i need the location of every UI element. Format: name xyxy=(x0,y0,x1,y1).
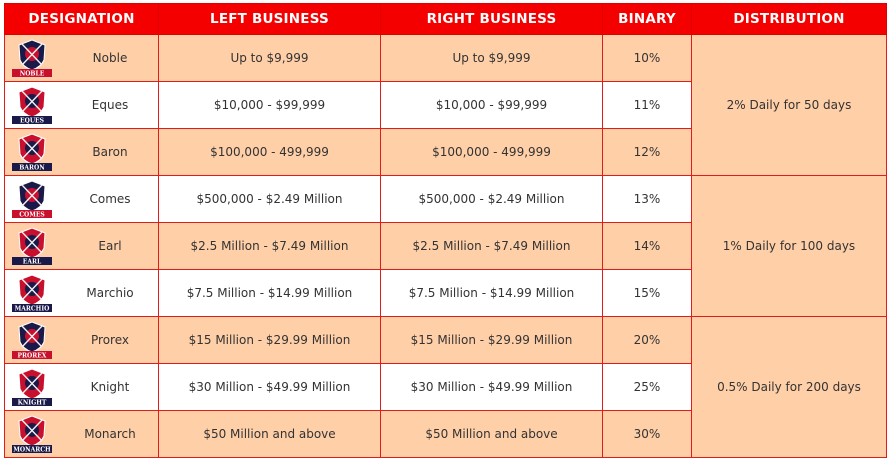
left-business-cell: $15 Million - $29.99 Million xyxy=(158,316,381,364)
left-business-cell: $10,000 - $99,999 xyxy=(158,81,381,129)
left-business-cell: Up to $9,999 xyxy=(158,34,381,82)
designation-name: Prorex xyxy=(91,333,129,347)
header-left-business: LEFT BUSINESS xyxy=(158,3,381,35)
earl-badge-icon: EARL xyxy=(11,226,53,266)
left-business-cell: $30 Million - $49.99 Million xyxy=(158,363,381,411)
distribution-cell: 0.5% Daily for 200 days xyxy=(691,316,887,458)
binary-cell: 14% xyxy=(602,222,692,270)
badge-ribbon-label: MARCHIO xyxy=(15,306,50,313)
header-binary: BINARY xyxy=(602,3,692,35)
header-designation: DESIGNATION xyxy=(4,3,159,35)
left-business-cell: $7.5 Million - $14.99 Million xyxy=(158,269,381,317)
designation-cell: MONARCH Monarch xyxy=(4,410,159,458)
badge-ribbon-label: EQUES xyxy=(20,118,44,125)
right-business-cell: Up to $9,999 xyxy=(380,34,603,82)
designation-cell: BARON Baron xyxy=(4,128,159,176)
designation-name: Earl xyxy=(98,239,122,253)
right-business-cell: $30 Million - $49.99 Million xyxy=(380,363,603,411)
table-row: NOBLE Noble Up to $9,999 Up to $9,999 10% 2% … xyxy=(4,34,887,176)
designation-name: Monarch xyxy=(84,427,136,441)
baron-badge-icon: BARON xyxy=(11,132,53,172)
badge-ribbon-label: MONARCH xyxy=(13,447,51,454)
designation-cell: MARCHIO Marchio xyxy=(4,269,159,317)
table-row: PROREX Prorex $15 Million - $29.99 Million… xyxy=(4,316,887,458)
distribution-cell: 1% Daily for 100 days xyxy=(691,175,887,317)
table-row: MONARCH Monarch $50 Million and above $50 M… xyxy=(4,410,887,458)
binary-cell: 30% xyxy=(602,410,692,458)
distribution-cell: 2% Daily for 50 days xyxy=(691,34,887,176)
left-business-cell: $50 Million and above xyxy=(158,410,381,458)
prorex-badge-icon: PROREX xyxy=(11,320,53,360)
table-row: EARL Earl $2.5 Million - $7.49 Million $2.5… xyxy=(4,222,887,270)
right-business-cell: $15 Million - $29.99 Million xyxy=(380,316,603,364)
comes-badge-icon: COMES xyxy=(11,179,53,219)
designation-cell: KNIGHT Knight xyxy=(4,363,159,411)
designation-name: Marchio xyxy=(86,286,134,300)
designation-name: Noble xyxy=(92,51,128,65)
table-row: MARCHIO Marchio $7.5 Million - $14.99 Mill… xyxy=(4,269,887,317)
left-business-cell: $2.5 Million - $7.49 Million xyxy=(158,222,381,270)
designation-cell: EQUES Eques xyxy=(4,81,159,129)
left-business-cell: $500,000 - $2.49 Million xyxy=(158,175,381,223)
binary-cell: 15% xyxy=(602,269,692,317)
header-right-business: RIGHT BUSINESS xyxy=(380,3,603,35)
table-row: BARON Baron $100,000 - 499,999 $100,000 - 4… xyxy=(4,128,887,176)
designation-cell: COMES Comes xyxy=(4,175,159,223)
monarch-badge-icon: MONARCH xyxy=(11,414,53,454)
badge-ribbon-label: COMES xyxy=(19,212,45,219)
designation-cell: NOBLE Noble xyxy=(4,34,159,82)
binary-cell: 11% xyxy=(602,81,692,129)
designation-name: Knight xyxy=(90,380,130,394)
table-row: EQUES Eques $10,000 - $99,999 $10,000 - $99… xyxy=(4,81,887,129)
badge-ribbon-label: BARON xyxy=(19,165,45,172)
binary-cell: 20% xyxy=(602,316,692,364)
right-business-cell: $10,000 - $99,999 xyxy=(380,81,603,129)
left-business-cell: $100,000 - 499,999 xyxy=(158,128,381,176)
badge-ribbon-label: PROREX xyxy=(18,353,47,360)
table-row: COMES Comes $500,000 - $2.49 Million $500,0… xyxy=(4,175,887,317)
right-business-cell: $500,000 - $2.49 Million xyxy=(380,175,603,223)
badge-ribbon-label: NOBLE xyxy=(20,71,45,78)
designation-name: Comes xyxy=(89,192,131,206)
knight-badge-icon: KNIGHT xyxy=(11,367,53,407)
designation-name: Eques xyxy=(91,98,129,112)
badge-ribbon-label: EARL xyxy=(23,259,42,266)
header-distribution: DISTRIBUTION xyxy=(691,3,887,35)
binary-cell: 13% xyxy=(602,175,692,223)
binary-cell: 12% xyxy=(602,128,692,176)
right-business-cell: $7.5 Million - $14.99 Million xyxy=(380,269,603,317)
right-business-cell: $100,000 - 499,999 xyxy=(380,128,603,176)
rank-table: DESIGNATION LEFT BUSINESS RIGHT BUSINESS… xyxy=(4,3,887,458)
badge-ribbon-label: KNIGHT xyxy=(18,400,47,407)
noble-badge-icon: NOBLE xyxy=(11,38,53,78)
rank-table-container: DESIGNATION LEFT BUSINESS RIGHT BUSINESS… xyxy=(4,3,887,463)
designation-cell: EARL Earl xyxy=(4,222,159,270)
table-header-row: DESIGNATION LEFT BUSINESS RIGHT BUSINESS… xyxy=(4,3,887,35)
marchio-badge-icon: MARCHIO xyxy=(11,273,53,313)
designation-name: Baron xyxy=(92,145,128,159)
right-business-cell: $50 Million and above xyxy=(380,410,603,458)
right-business-cell: $2.5 Million - $7.49 Million xyxy=(380,222,603,270)
binary-cell: 25% xyxy=(602,363,692,411)
eques-badge-icon: EQUES xyxy=(11,85,53,125)
designation-cell: PROREX Prorex xyxy=(4,316,159,364)
binary-cell: 10% xyxy=(602,34,692,82)
